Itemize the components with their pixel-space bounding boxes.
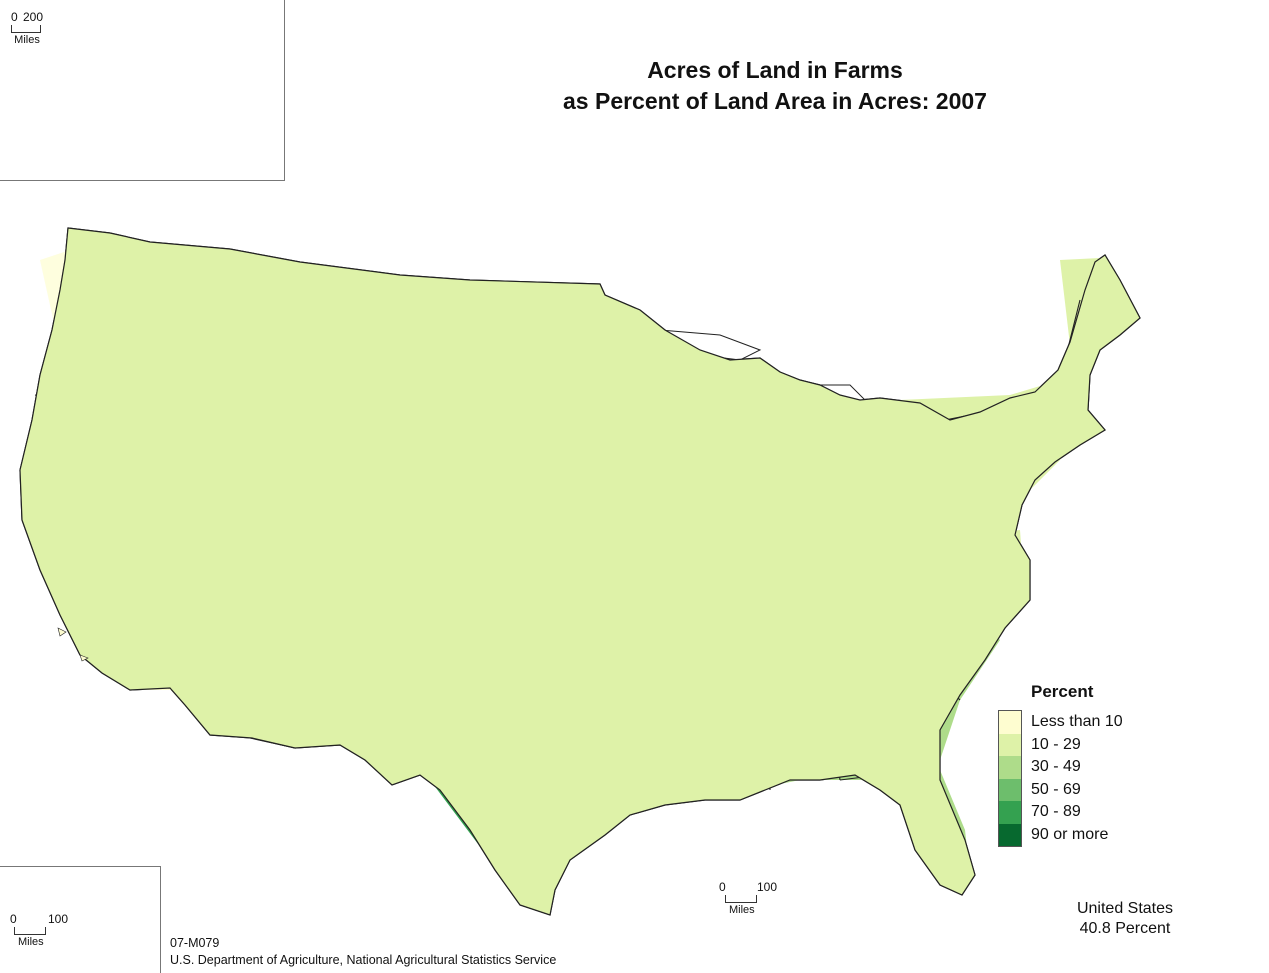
scale-unit: Miles [18, 936, 44, 948]
legend-swatch [998, 778, 1022, 801]
legend-swatch [998, 801, 1022, 824]
legend-item: 10 - 29 [998, 733, 1218, 756]
alaska-inset [0, 0, 285, 181]
title-line-1: Acres of Land in Farms [647, 57, 903, 83]
legend-swatch [998, 756, 1022, 779]
legend: Percent Less than 10 10 - 29 30 - 49 50 - 6… [998, 682, 1198, 847]
scale-max: 100 [756, 880, 777, 894]
scale-max: 200 [22, 10, 43, 24]
legend-swatch [998, 733, 1022, 756]
legend-label: 30 - 49 [1031, 758, 1081, 776]
legend-item: 70 - 89 [998, 801, 1218, 824]
legend-item: 90 or more [998, 823, 1218, 846]
scale-min: 0 [11, 10, 18, 24]
legend-swatch [998, 823, 1022, 846]
legend-label: 90 or more [1031, 825, 1109, 843]
mainland-scale-bar: 0 100 Miles [719, 880, 777, 916]
legend-label: 50 - 69 [1031, 780, 1081, 798]
map-title: Acres of Land in Farms as Percent of Lan… [470, 55, 1080, 117]
scale-min: 0 [719, 880, 726, 894]
source-footer: 07-M079 U.S. Department of Agriculture, … [170, 935, 556, 969]
legend-label: Less than 10 [1031, 713, 1123, 731]
legend-label: 10 - 29 [1031, 735, 1081, 753]
legend-title: Percent [1031, 682, 1094, 701]
legend-swatch [998, 711, 1022, 734]
map-id: 07-M079 [170, 936, 220, 950]
scale-max: 100 [47, 912, 68, 926]
us-total-name: United States [1076, 900, 1174, 917]
title-line-2: as Percent of Land Area in Acres: 2007 [563, 88, 987, 114]
us-total-value: 40.8 Percent [1079, 920, 1171, 937]
legend-item: 30 - 49 [998, 756, 1218, 779]
legend-item: 50 - 69 [998, 778, 1218, 801]
hawaii-inset [0, 866, 161, 973]
alaska-scale-bar: 0 200 Miles [11, 10, 43, 46]
scale-unit: Miles [14, 34, 40, 46]
us-total: United States 40.8 Percent [1050, 899, 1200, 939]
hawaii-scale-bar: 0 100 Miles [10, 912, 68, 948]
scale-min: 0 [10, 912, 17, 926]
channel-islands [57, 627, 89, 662]
source-credit: U.S. Department of Agriculture, National… [170, 953, 557, 967]
scale-unit: Miles [729, 904, 755, 916]
legend-item: Less than 10 [998, 711, 1218, 734]
legend-label: 70 - 89 [1031, 803, 1081, 821]
